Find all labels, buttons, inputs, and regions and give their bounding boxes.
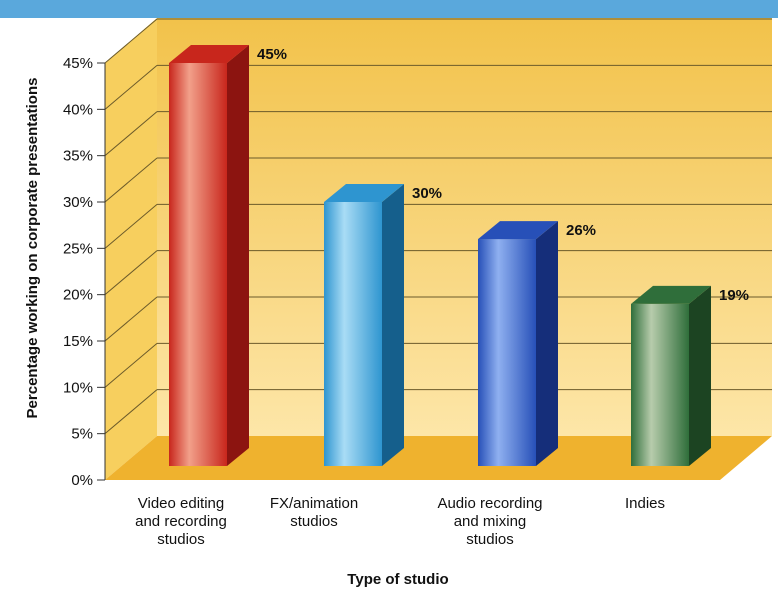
bar-front <box>324 202 382 466</box>
bar-value-label: 30% <box>412 185 442 202</box>
y-tick-label: 45% <box>63 55 93 72</box>
x-category-label: Indies <box>625 495 665 512</box>
y-tick-label: 20% <box>63 287 93 304</box>
bar-value-label: 26% <box>566 222 596 239</box>
y-tick-label: 25% <box>63 240 93 257</box>
y-tick-label: 40% <box>63 101 93 118</box>
bar-side <box>689 286 711 466</box>
y-tick-label: 5% <box>71 426 93 443</box>
x-category-label: Video editing and recording studios <box>135 495 227 548</box>
bar-value-label: 19% <box>719 287 749 304</box>
x-category-label: FX/animation studios <box>270 495 358 530</box>
y-tick-label: 15% <box>63 333 93 350</box>
bar-value-label: 45% <box>257 46 287 63</box>
bar-front <box>478 239 536 466</box>
bar-side <box>227 45 249 466</box>
x-category-label: Audio recording and mixing studios <box>437 495 542 548</box>
bar-front <box>169 63 227 466</box>
y-axis-ticks: 0% 5% 10% 15% 20% 25% 30% 35% 40% 45% <box>63 55 105 489</box>
bar-side <box>536 221 558 466</box>
x-axis-categories: Video editing and recording studios FX/anim… <box>135 495 665 548</box>
x-axis-title: Type of studio <box>347 571 448 588</box>
y-tick-label: 10% <box>63 379 93 396</box>
top-frame-strip <box>0 0 778 18</box>
y-tick-label: 30% <box>63 194 93 211</box>
bar-side <box>382 184 404 466</box>
y-tick-label: 0% <box>71 472 93 489</box>
y-axis-title: Percentage working on corporate presenta… <box>24 78 41 419</box>
y-tick-label: 35% <box>63 148 93 165</box>
bar-front <box>631 304 689 466</box>
